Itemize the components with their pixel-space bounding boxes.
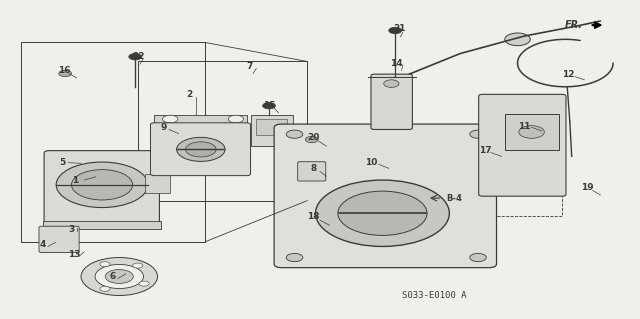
Circle shape [470,130,486,138]
Bar [428,178,562,216]
FancyBboxPatch shape [479,94,566,196]
Circle shape [100,286,110,291]
Circle shape [100,262,110,267]
Text: 9: 9 [161,123,167,132]
FancyBboxPatch shape [39,226,79,252]
Text: 10: 10 [365,158,377,167]
Text: 14: 14 [390,59,403,68]
Text: 15: 15 [263,101,275,110]
Circle shape [262,103,275,109]
FancyBboxPatch shape [150,123,250,176]
Circle shape [519,126,544,138]
Circle shape [384,80,399,87]
Circle shape [72,170,132,200]
Text: 17: 17 [479,145,492,154]
Circle shape [105,270,133,284]
FancyBboxPatch shape [274,124,497,268]
Text: 21: 21 [394,24,406,33]
Circle shape [163,115,178,123]
Text: 8: 8 [310,165,317,174]
Circle shape [129,54,141,60]
FancyBboxPatch shape [371,74,412,130]
Text: 19: 19 [581,183,594,192]
Bar [20,42,205,242]
FancyBboxPatch shape [44,151,159,225]
Text: 5: 5 [59,158,65,167]
FancyBboxPatch shape [298,162,326,181]
Circle shape [305,137,318,143]
Bar [43,221,161,229]
Text: 7: 7 [246,62,253,71]
Text: 1: 1 [72,175,78,185]
Circle shape [389,27,401,33]
Text: 12: 12 [563,70,575,78]
Text: 20: 20 [307,133,320,142]
Text: 13: 13 [68,250,81,259]
Circle shape [177,137,225,161]
Circle shape [132,263,143,268]
Bar [251,115,292,146]
Circle shape [59,70,72,77]
Bar [256,119,287,135]
Circle shape [316,180,449,247]
Circle shape [505,33,531,46]
Text: S033-E0100 A: S033-E0100 A [403,291,467,300]
Text: 18: 18 [307,212,320,221]
Text: 11: 11 [518,122,530,131]
Text: 16: 16 [58,66,70,76]
Circle shape [56,162,148,208]
Text: 3: 3 [68,225,75,234]
Text: 6: 6 [110,272,116,281]
Circle shape [338,191,427,235]
Circle shape [286,130,303,138]
Circle shape [95,264,143,288]
Bar [145,174,170,193]
Circle shape [186,142,216,157]
Bar [505,114,559,150]
Circle shape [139,281,149,286]
Circle shape [470,253,486,262]
Text: FR.: FR. [564,20,582,30]
Text: B-4: B-4 [446,194,461,203]
Text: 2: 2 [186,90,193,99]
Bar [138,62,307,201]
Circle shape [228,115,244,123]
Text: 22: 22 [132,52,145,61]
Circle shape [81,257,157,295]
Text: 4: 4 [40,241,46,249]
Bar [154,115,246,123]
Circle shape [286,253,303,262]
